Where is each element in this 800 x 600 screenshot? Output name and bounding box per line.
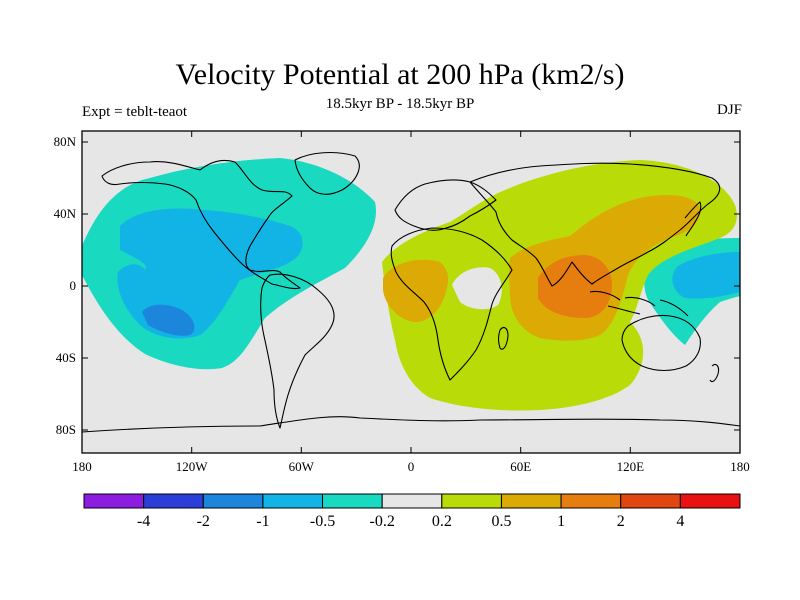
colorbar-label: 4 <box>676 513 684 530</box>
contour-pos-core <box>538 255 612 318</box>
colorbar-box <box>500 493 562 509</box>
colorbar-label: -0.2 <box>370 513 395 530</box>
colorbar-box <box>143 493 204 509</box>
period-label: 18.5kyr BP - 18.5kyr BP <box>325 96 475 112</box>
x-tick-label: 120E <box>617 459 645 474</box>
y-tick-label: 80N <box>54 134 77 149</box>
y-tick-label: 40S <box>56 350 76 365</box>
colorbar-label: -0.5 <box>310 513 335 530</box>
coastline-south-america <box>260 273 335 429</box>
colorbar: -4 -2 -1 -0.5 -0.2 0.2 0.5 1 2 4 <box>83 493 741 530</box>
coastline-japan <box>684 201 702 237</box>
contour-neg-inner <box>142 304 195 336</box>
coastline-greenland <box>294 151 360 195</box>
colorbar-box <box>262 493 324 509</box>
coastline-madagascar <box>497 327 509 350</box>
contour-pos-west-africa <box>383 259 449 322</box>
x-tick-label: 120W <box>176 459 209 474</box>
colorbar-label: -4 <box>137 513 150 530</box>
colorbar-box <box>560 493 622 509</box>
y-tick-label: 40N <box>54 206 77 221</box>
colorbar-box <box>322 493 383 509</box>
coastline-europe <box>394 179 497 231</box>
colorbar-label: 2 <box>617 513 625 530</box>
experiment-label: Expt = teblt-teaot <box>82 104 188 120</box>
colorbar-label: 0.5 <box>491 513 511 530</box>
coastline-africa <box>390 227 513 381</box>
colorbar-label: 0.2 <box>432 513 452 530</box>
colorbar-box <box>202 493 264 509</box>
season-label: DJF <box>716 102 742 118</box>
colorbar-box <box>381 493 443 509</box>
y-tick-label: 0 <box>70 278 77 293</box>
coastline-antarctica <box>82 416 740 433</box>
colorbar-label: -1 <box>256 513 269 530</box>
colorbar-box <box>679 493 741 509</box>
coastline-new-zealand <box>709 363 720 383</box>
contour-neg-right-inner <box>672 252 740 299</box>
coastline-layer <box>82 151 740 433</box>
coastline-north-america <box>101 159 301 290</box>
contour-fill-layer <box>82 158 740 411</box>
x-tick-label: 60E <box>510 459 531 474</box>
x-tick-label: 180 <box>730 459 750 474</box>
colorbar-box <box>83 493 145 509</box>
axis-ticks <box>81 131 741 453</box>
colorbar-label: -2 <box>197 513 210 530</box>
coastline-asia <box>469 162 721 287</box>
colorbar-label: 1 <box>557 513 565 530</box>
colorbar-box <box>441 493 502 509</box>
contour-neutral-pocket <box>452 267 502 310</box>
plot-title: Velocity Potential at 200 hPa (km2/s) <box>175 58 625 91</box>
x-tick-label: 180 <box>72 459 92 474</box>
colorbar-box <box>620 493 681 509</box>
x-tick-label: 60W <box>289 459 315 474</box>
x-tick-label: 0 <box>408 459 415 474</box>
coastline-australia <box>621 314 701 372</box>
y-tick-label: 80S <box>56 422 76 437</box>
coastline-indonesia <box>589 290 689 317</box>
